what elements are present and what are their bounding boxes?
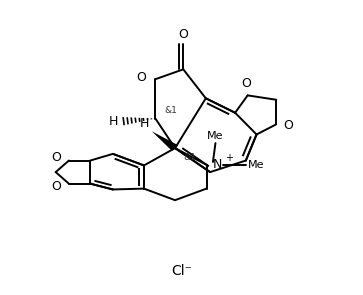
Text: O: O bbox=[178, 28, 188, 41]
Text: Me: Me bbox=[248, 160, 264, 170]
Text: O: O bbox=[51, 180, 61, 193]
Text: Cl⁻: Cl⁻ bbox=[171, 263, 192, 278]
Text: O: O bbox=[284, 119, 293, 132]
Text: H: H bbox=[140, 117, 149, 130]
Text: &1: &1 bbox=[164, 106, 177, 115]
Text: O: O bbox=[51, 151, 61, 164]
Text: H: H bbox=[109, 115, 118, 128]
Text: O: O bbox=[136, 71, 146, 84]
Text: Me: Me bbox=[207, 131, 224, 141]
Text: N: N bbox=[213, 158, 222, 171]
Text: &1: &1 bbox=[183, 153, 196, 162]
Polygon shape bbox=[152, 131, 178, 151]
Text: +: + bbox=[225, 153, 233, 163]
Text: O: O bbox=[241, 77, 251, 90]
